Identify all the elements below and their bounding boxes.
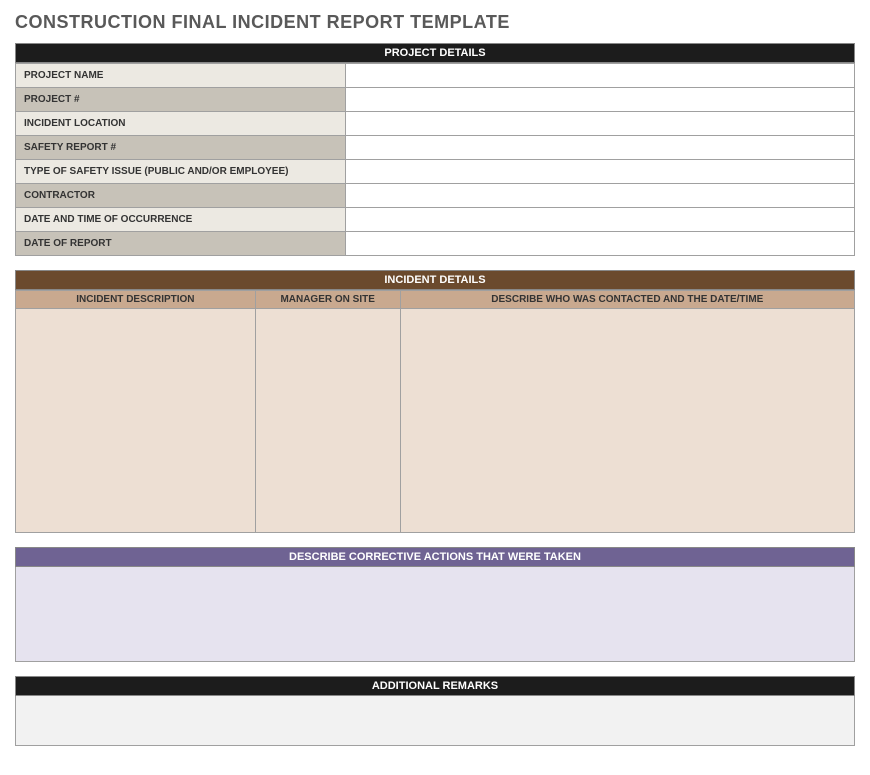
- incident-column-cell[interactable]: [400, 309, 854, 533]
- project-field-label: SAFETY REPORT #: [16, 136, 346, 160]
- additional-remarks-header: ADDITIONAL REMARKS: [15, 676, 855, 696]
- project-field-value[interactable]: [346, 232, 855, 256]
- project-field-label: DATE OF REPORT: [16, 232, 346, 256]
- incident-details-table: INCIDENT DESCRIPTIONMANAGER ON SITEDESCR…: [15, 290, 855, 533]
- project-field-value[interactable]: [346, 136, 855, 160]
- incident-column-cell[interactable]: [16, 309, 256, 533]
- incident-column-header: DESCRIBE WHO WAS CONTACTED AND THE DATE/…: [400, 291, 854, 309]
- project-field-label: TYPE OF SAFETY ISSUE (PUBLIC AND/OR EMPL…: [16, 160, 346, 184]
- project-field-value[interactable]: [346, 88, 855, 112]
- additional-remarks-body[interactable]: [15, 696, 855, 746]
- corrective-actions-body[interactable]: [15, 567, 855, 662]
- project-details-table: PROJECT NAMEPROJECT #INCIDENT LOCATIONSA…: [15, 63, 855, 256]
- project-field-label: PROJECT #: [16, 88, 346, 112]
- incident-details-header: INCIDENT DETAILS: [15, 270, 855, 290]
- project-field-value[interactable]: [346, 208, 855, 232]
- project-field-label: DATE AND TIME OF OCCURRENCE: [16, 208, 346, 232]
- incident-column-header: MANAGER ON SITE: [255, 291, 400, 309]
- project-field-value[interactable]: [346, 64, 855, 88]
- project-field-value[interactable]: [346, 184, 855, 208]
- project-details-header: PROJECT DETAILS: [15, 43, 855, 63]
- project-field-value[interactable]: [346, 160, 855, 184]
- corrective-actions-header: DESCRIBE CORRECTIVE ACTIONS THAT WERE TA…: [15, 547, 855, 567]
- page-title: CONSTRUCTION FINAL INCIDENT REPORT TEMPL…: [15, 12, 855, 33]
- incident-column-cell[interactable]: [255, 309, 400, 533]
- project-field-value[interactable]: [346, 112, 855, 136]
- incident-column-header: INCIDENT DESCRIPTION: [16, 291, 256, 309]
- project-field-label: PROJECT NAME: [16, 64, 346, 88]
- project-field-label: INCIDENT LOCATION: [16, 112, 346, 136]
- project-field-label: CONTRACTOR: [16, 184, 346, 208]
